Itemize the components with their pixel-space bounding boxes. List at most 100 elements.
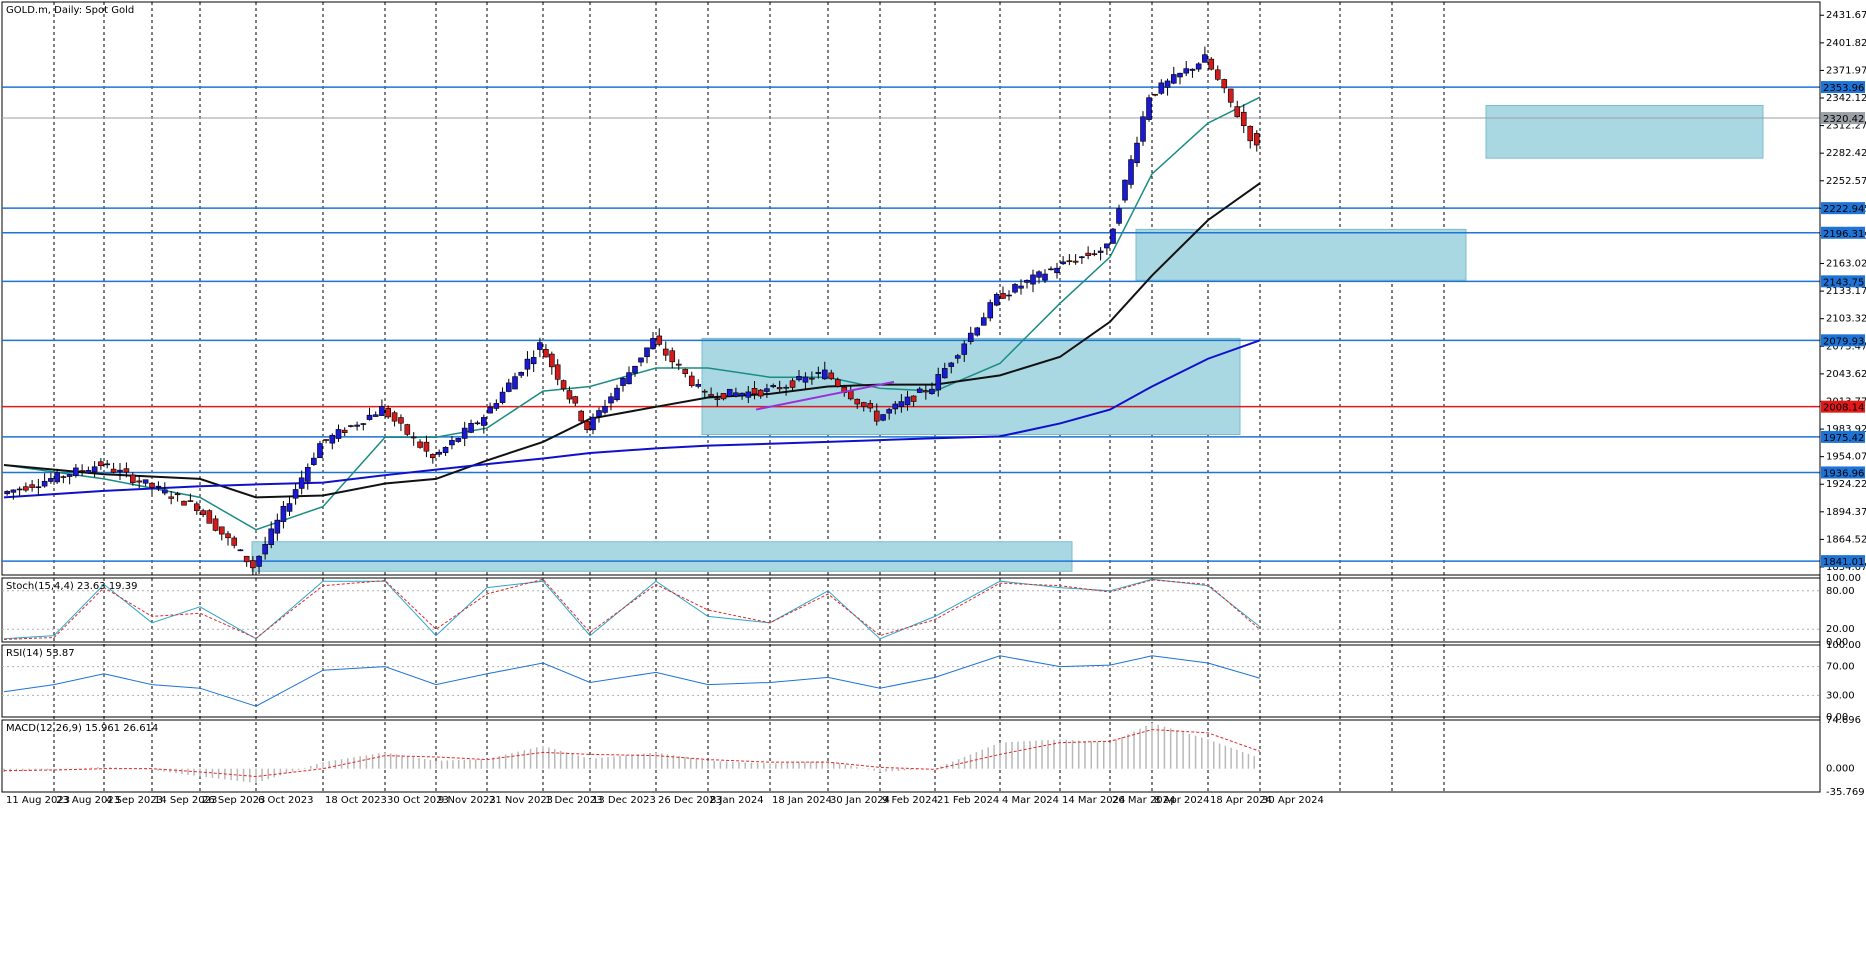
candle-body (770, 385, 777, 388)
candle-body (1079, 256, 1085, 259)
macd-signal-line (3, 729, 1261, 778)
candle-body (1189, 68, 1196, 71)
candle-body (436, 451, 442, 455)
candle-body (329, 434, 336, 444)
price-tick-label: 1983.92 (1826, 424, 1866, 435)
candle-body (512, 376, 518, 390)
candle-body (560, 380, 567, 390)
level-price-label: 1936.96 (1823, 468, 1864, 479)
candle-body (828, 372, 835, 380)
candle-body (385, 408, 391, 418)
level-price-box (1821, 466, 1865, 479)
candle-body (584, 420, 590, 430)
candle-body (136, 480, 142, 483)
candle-body (1122, 179, 1128, 201)
candle-body (206, 510, 213, 524)
candle-body (194, 503, 200, 512)
stoch-signal-line (3, 578, 1261, 640)
candle-body (739, 392, 745, 396)
candle-body (218, 526, 225, 535)
candle-body (168, 496, 174, 499)
candle-body (1091, 253, 1098, 256)
candle-body (910, 395, 917, 402)
stoch-label: Stoch(15,4,4) 23.63 19.39 (6, 581, 137, 592)
panel-frame-2 (1, 644, 1821, 718)
candle-body (898, 401, 905, 408)
candle-body (796, 376, 802, 381)
date-axis-label: 4 Sep 2023 (106, 795, 163, 806)
candle-body (323, 439, 329, 441)
candle-body (268, 528, 275, 546)
price-tick-label: 1954.07 (1826, 452, 1866, 463)
candle-body (701, 390, 708, 393)
candle-body (404, 424, 411, 435)
candle-body (286, 503, 293, 512)
price-tick-label: 2401.82 (1826, 38, 1866, 49)
candle-body (1195, 63, 1202, 70)
candle-body (967, 332, 974, 342)
candle-body (789, 380, 796, 388)
candle-body (632, 365, 638, 374)
price-tick-label: 2103.32 (1826, 314, 1866, 325)
candle-body (1018, 285, 1024, 289)
candle-body (620, 378, 626, 386)
panel-frame-3 (1, 719, 1821, 793)
candle-body (626, 372, 632, 385)
candle-body (745, 391, 752, 398)
candle-body (91, 466, 98, 473)
candle-body (23, 486, 29, 491)
candle-body (237, 549, 244, 552)
candle-body (1146, 97, 1152, 120)
candle-body (1247, 125, 1254, 142)
candle-body (123, 468, 130, 473)
candle-body (1240, 111, 1247, 126)
candle-body (442, 447, 449, 454)
support-resistance-zone (1485, 105, 1764, 159)
candle-body (904, 396, 911, 406)
candle-body (487, 406, 493, 414)
candle-body (493, 403, 500, 409)
candle-body (366, 414, 373, 420)
trendline (755, 380, 895, 411)
candle-body (873, 410, 880, 422)
candle-body (530, 357, 537, 365)
rsi-tick-label: 70.00 (1826, 662, 1855, 673)
date-axis-label: 14 Mar 2024 (1062, 795, 1125, 806)
candle-body (73, 467, 79, 477)
candle-body (1066, 260, 1073, 263)
candle-body (572, 396, 579, 404)
candle-body (854, 398, 861, 405)
level-price-box (1821, 226, 1865, 239)
candle-body (1054, 267, 1060, 274)
candle-body (821, 369, 828, 380)
level-price-box (1821, 81, 1865, 94)
candle-body (860, 402, 867, 407)
date-axis-label: 18 Apr 2024 (1210, 795, 1272, 806)
level-price-box (1821, 400, 1865, 413)
candle-body (461, 427, 468, 439)
candle-body (708, 394, 714, 397)
date-axis-label: 1 Dec 2023 (545, 795, 603, 806)
candle-body (682, 369, 689, 375)
candle-body (130, 474, 136, 483)
candle-body (292, 489, 299, 499)
stoch-tick-label: 80.00 (1826, 586, 1855, 597)
candle-body (993, 293, 1000, 306)
date-axis-label: 18 Oct 2023 (325, 795, 387, 806)
date-axis-label: 18 Jan 2024 (772, 795, 832, 806)
price-tick-label: 2312.27 (1826, 121, 1866, 132)
date-axis-label: 14 Sep 2023 (154, 795, 217, 806)
price-tick-label: 2163.02 (1826, 259, 1866, 270)
candle-body (935, 374, 942, 391)
candle-body (543, 349, 549, 358)
candle-body (379, 406, 385, 416)
candle-body (1097, 250, 1104, 253)
candle-body (688, 375, 695, 386)
candle-body (1164, 80, 1171, 88)
candle-body (695, 384, 702, 387)
candle-body (335, 429, 342, 439)
level-price-label: 2079.93 (1823, 336, 1864, 347)
date-axis-label: 8 Apr 2024 (1154, 795, 1209, 806)
price-tick-label: 2371.97 (1826, 65, 1866, 76)
